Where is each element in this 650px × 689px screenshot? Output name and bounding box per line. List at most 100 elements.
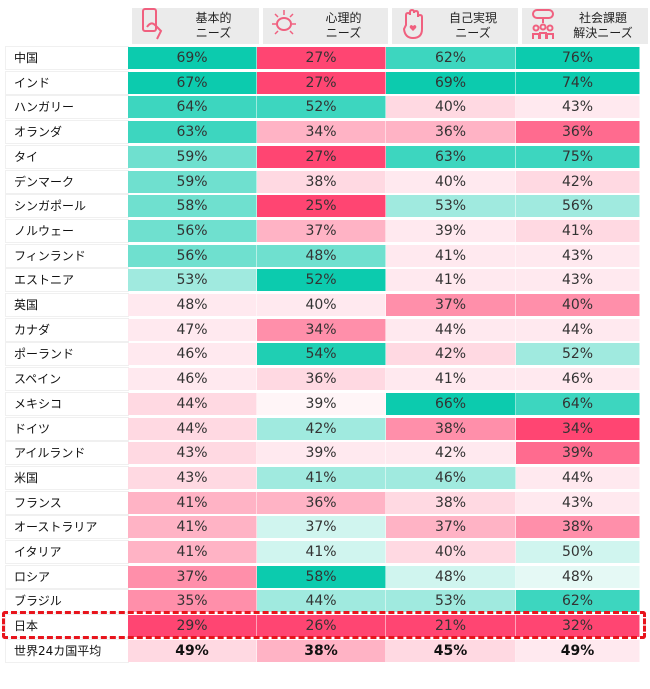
heatmap-cell: 46% xyxy=(128,368,257,391)
heatmap-cell: 39% xyxy=(257,392,386,415)
heatmap-cell: 42% xyxy=(257,417,386,440)
header-line-2: ニーズ xyxy=(325,26,362,40)
heatmap-cell: 34% xyxy=(516,417,640,440)
table-row: 米国 43% 41% 46% 44% xyxy=(6,466,650,489)
column-header: 基本的 ニーズ xyxy=(132,8,259,44)
heatmap-cell: 41% xyxy=(128,541,257,563)
heatmap-cell: 48% xyxy=(257,244,386,267)
heatmap-cell: 44% xyxy=(516,466,640,489)
table-row: メキシコ 44% 39% 66% 64% xyxy=(6,392,650,415)
country-name: デンマーク xyxy=(6,170,128,193)
heatmap-cell: 27% xyxy=(257,71,386,94)
heatmap-cell: 40% xyxy=(386,541,516,563)
country-name: フィンランド xyxy=(6,244,128,267)
column-header: 社会課題 解決ニーズ xyxy=(522,8,648,44)
heatmap-cell: 56% xyxy=(128,244,257,267)
header-line-2: ニーズ xyxy=(455,26,491,40)
heatmap-cell: 41% xyxy=(516,219,640,242)
heatmap-cell: 34% xyxy=(257,318,386,341)
table-row: タイ 59% 27% 63% 75% xyxy=(6,145,650,168)
header-line-1: 心理的 xyxy=(325,11,362,25)
heatmap-cell: 52% xyxy=(516,343,640,366)
heatmap-cell: 52% xyxy=(257,269,386,292)
heatmap-cell: 38% xyxy=(386,491,516,514)
heatmap-cell: 56% xyxy=(516,195,640,218)
heatmap-cell: 54% xyxy=(257,343,386,366)
heatmap-cell: 53% xyxy=(128,269,257,292)
country-name: 英国 xyxy=(6,294,128,316)
heatmap-cell: 49% xyxy=(128,639,257,662)
heatmap-cell: 38% xyxy=(516,516,640,539)
heatmap-cell: 48% xyxy=(128,294,257,316)
heatmap-cell: 44% xyxy=(386,318,516,341)
heatmap-cell: 62% xyxy=(516,590,640,613)
table-row: ロシア 37% 58% 48% 48% xyxy=(6,565,650,588)
heatmap-cell: 43% xyxy=(128,442,257,465)
table-row: ハンガリー 64% 52% 40% 43% xyxy=(6,96,650,119)
table-row: カナダ 47% 34% 44% 44% xyxy=(6,318,650,341)
heatmap-cell: 48% xyxy=(516,565,640,588)
table-row: 世界24カ国平均 49% 38% 45% 49% xyxy=(6,639,650,662)
heatmap-cell: 41% xyxy=(386,368,516,391)
heatmap-cell: 29% xyxy=(128,615,257,638)
header-line-2: ニーズ xyxy=(195,26,232,40)
country-name: カナダ xyxy=(6,318,128,341)
heatmap-cell: 66% xyxy=(386,392,516,415)
heatmap-cell: 64% xyxy=(128,96,257,119)
heatmap-cell: 44% xyxy=(257,590,386,613)
heatmap-cell: 64% xyxy=(516,392,640,415)
heatmap-cell: 62% xyxy=(386,47,516,69)
country-name: ノルウェー xyxy=(6,219,128,242)
heatmap-cell: 52% xyxy=(257,96,386,119)
heatmap-cell: 39% xyxy=(257,442,386,465)
heatmap-cell: 37% xyxy=(257,516,386,539)
table-row: ノルウェー 56% 37% 39% 41% xyxy=(6,219,650,242)
heatmap-cell: 40% xyxy=(257,294,386,316)
heatmap-cell: 69% xyxy=(128,47,257,69)
country-name: タイ xyxy=(6,145,128,168)
heatmap-cell: 27% xyxy=(257,47,386,69)
country-name: アイルランド xyxy=(6,442,128,465)
heatmap-cell: 45% xyxy=(386,639,516,662)
heatmap-cell: 27% xyxy=(257,145,386,168)
heatmap-cell: 41% xyxy=(128,516,257,539)
heatmap-cell: 74% xyxy=(516,71,640,94)
heatmap-cell: 48% xyxy=(386,565,516,588)
heatmap-cell: 38% xyxy=(257,639,386,662)
heatmap-cell: 38% xyxy=(386,417,516,440)
heatmap-cell: 40% xyxy=(516,294,640,316)
column-header-label: 心理的 ニーズ xyxy=(299,11,388,41)
heatmap-cell: 58% xyxy=(257,565,386,588)
country-name: フランス xyxy=(6,491,128,514)
table-row: デンマーク 59% 38% 40% 42% xyxy=(6,170,650,193)
heatmap-cell: 46% xyxy=(516,368,640,391)
heatmap-cell: 41% xyxy=(257,541,386,563)
country-name: イタリア xyxy=(6,541,128,563)
country-name: オーストラリア xyxy=(6,516,128,539)
heatmap-cell: 41% xyxy=(386,244,516,267)
heatmap-cell: 36% xyxy=(257,368,386,391)
heatmap-cell: 53% xyxy=(386,195,516,218)
country-name: 世界24カ国平均 xyxy=(6,639,128,662)
heatmap-cell: 63% xyxy=(128,121,257,144)
heatmap-cell: 42% xyxy=(386,442,516,465)
heatmap-cell: 38% xyxy=(257,170,386,193)
heatmap-cell: 39% xyxy=(386,219,516,242)
table-row: ブラジル 35% 44% 53% 62% xyxy=(6,590,650,613)
table-row: アイルランド 43% 39% 42% 39% xyxy=(6,442,650,465)
heatmap-cell: 69% xyxy=(386,71,516,94)
column-header-label: 社会課題 解決ニーズ xyxy=(558,11,648,41)
country-name: 中国 xyxy=(6,47,128,69)
smartphone-hand-icon xyxy=(132,7,168,45)
heatmap-cell: 26% xyxy=(257,615,386,638)
heatmap-cell: 41% xyxy=(257,466,386,489)
heatmap-cell: 41% xyxy=(128,491,257,514)
heatmap-cell: 32% xyxy=(516,615,640,638)
table-row: スペイン 46% 36% 41% 46% xyxy=(6,368,650,391)
heatmap-cell: 37% xyxy=(257,219,386,242)
heatmap-cell: 37% xyxy=(386,294,516,316)
table-row: ドイツ 44% 42% 38% 34% xyxy=(6,417,650,440)
column-header: 自己実現 ニーズ xyxy=(392,8,518,44)
heatmap-cell: 36% xyxy=(516,121,640,144)
